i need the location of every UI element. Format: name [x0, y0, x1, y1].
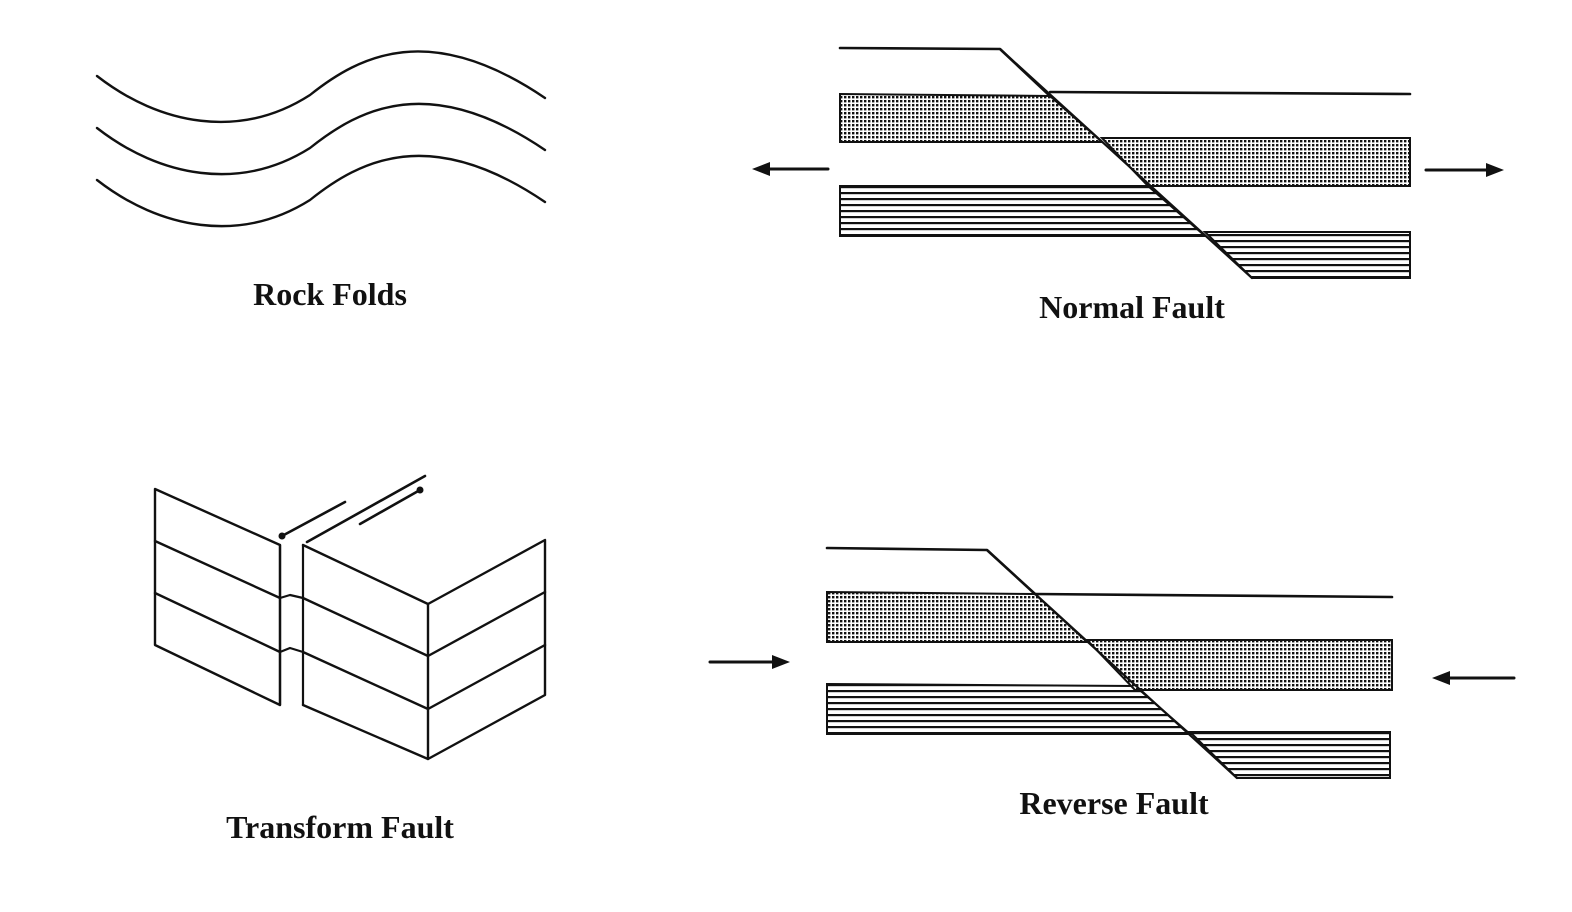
rf-left-hatch-layer [826, 682, 1193, 735]
rf-left-arrow [708, 655, 790, 669]
tf-right-block-outline [301, 538, 547, 761]
fold-line-1 [95, 50, 547, 123]
rf-left-stipple-layer [826, 590, 1090, 643]
rock-folds-panel: Rock Folds [95, 50, 547, 312]
rock-folds-caption: Rock Folds [253, 276, 407, 312]
nf-right-stipple-layer [1099, 137, 1411, 187]
tf-gap-layer-2 [278, 646, 305, 654]
rf-fault-plane [985, 548, 1239, 780]
tf-gap-layer-1 [278, 593, 305, 600]
rf-right-top-line [1033, 592, 1394, 599]
reverse-fault-caption: Reverse Fault [1019, 785, 1209, 821]
rf-right-arrow [1432, 671, 1516, 685]
nf-right-hatch-layer [1202, 231, 1411, 279]
nf-right-arrow [1424, 163, 1504, 177]
tf-left-block-outline [153, 487, 282, 707]
transform-fault-caption: Transform Fault [226, 809, 454, 845]
transform-fault-panel: Transform Fault [153, 474, 547, 845]
normal-fault-panel: Normal Fault [752, 46, 1504, 325]
normal-fault-caption: Normal Fault [1039, 289, 1225, 325]
nf-left-top-line [838, 46, 1052, 98]
nf-left-hatch-layer [839, 185, 1208, 237]
tf-right-layer-1 [301, 590, 547, 658]
fold-line-3 [95, 154, 547, 228]
rf-right-hatch-layer [1187, 731, 1391, 779]
tf-motion-arrows [278, 474, 427, 544]
nf-fault-plane [998, 47, 1254, 280]
nf-left-arrow [752, 162, 830, 176]
rf-left-top-line [825, 546, 1037, 596]
rf-right-stipple-layer [1084, 639, 1393, 691]
tf-right-layer-2 [301, 643, 547, 711]
reverse-fault-panel: Reverse Fault [708, 546, 1516, 821]
nf-right-top-line [1048, 90, 1412, 96]
nf-left-stipple-layer [839, 92, 1105, 143]
tf-left-layer-1 [153, 539, 282, 600]
tf-left-layer-2 [153, 591, 282, 654]
fold-line-2 [95, 102, 547, 176]
